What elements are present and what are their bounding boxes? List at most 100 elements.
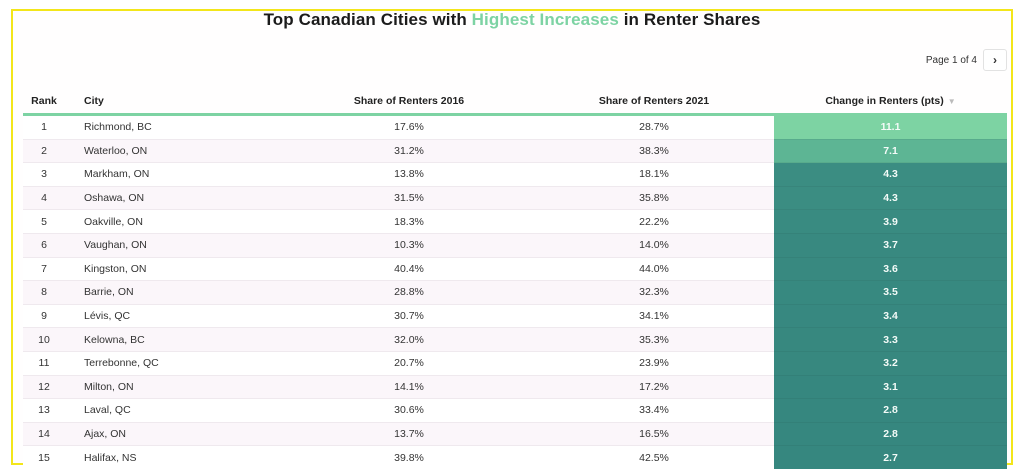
table-row: 6 Vaughan, ON 10.3% 14.0% 3.7	[23, 232, 1007, 258]
cell-city: Oshawa, ON	[65, 185, 284, 210]
table-row: 10 Kelowna, BC 32.0% 35.3% 3.3	[23, 327, 1007, 352]
cell-share-2016: 31.5%	[284, 185, 534, 210]
cell-rank: 9	[23, 303, 65, 328]
header-share-2016[interactable]: Share of Renters 2016	[284, 89, 534, 116]
table-row: 14 Ajax, ON 13.7% 16.5% 2.8	[23, 421, 1007, 446]
pagination: Page 1 of 4 ›	[926, 49, 1007, 71]
table-row: 12 Milton, ON 14.1% 17.2% 3.1	[23, 374, 1007, 399]
cell-rank: 4	[23, 185, 65, 210]
next-page-button[interactable]: ›	[983, 49, 1007, 71]
cell-rank: 10	[23, 327, 65, 352]
chevron-right-icon: ›	[993, 53, 997, 67]
cell-city: Terrebonne, QC	[65, 350, 284, 376]
cell-share-2021: 42.5%	[534, 445, 774, 469]
cell-change: 3.9	[774, 209, 1007, 234]
cell-share-2021: 35.3%	[534, 327, 774, 352]
table-row: 1 Richmond, BC 17.6% 28.7% 11.1	[23, 114, 1007, 140]
cell-change: 3.2	[774, 350, 1007, 376]
cell-rank: 2	[23, 138, 65, 163]
cell-share-2016: 32.0%	[284, 327, 534, 352]
table-body: 1 Richmond, BC 17.6% 28.7% 11.1 2 Waterloo, ON…	[23, 114, 1007, 469]
header-rank[interactable]: Rank	[23, 89, 65, 116]
cell-rank: 11	[23, 350, 65, 376]
header-change[interactable]: Change in Renters (pts) ▼	[774, 89, 1007, 116]
cell-share-2016: 13.8%	[284, 162, 534, 187]
cell-city: Richmond, BC	[65, 114, 284, 140]
cell-share-2016: 30.6%	[284, 398, 534, 423]
cell-share-2016: 14.1%	[284, 374, 534, 399]
header-row: Rank City Share of Renters 2016 Share of…	[23, 89, 1007, 116]
cell-change: 3.6	[774, 256, 1007, 281]
cell-change: 3.7	[774, 232, 1007, 258]
table-row: 13 Laval, QC 30.6% 33.4% 2.8	[23, 398, 1007, 423]
cell-rank: 1	[23, 114, 65, 140]
data-table: Rank City Share of Renters 2016 Share of…	[23, 89, 1007, 469]
table-row: 15 Halifax, NS 39.8% 42.5% 2.7	[23, 445, 1007, 469]
header-city[interactable]: City	[65, 89, 284, 116]
cell-rank: 8	[23, 280, 65, 305]
title-prefix: Top Canadian Cities with	[263, 10, 472, 29]
cell-city: Oakville, ON	[65, 209, 284, 234]
cell-city: Milton, ON	[65, 374, 284, 399]
cell-share-2021: 32.3%	[534, 280, 774, 305]
table-row: 3 Markham, ON 13.8% 18.1% 4.3	[23, 162, 1007, 187]
cell-rank: 3	[23, 162, 65, 187]
table-row: 4 Oshawa, ON 31.5% 35.8% 4.3	[23, 185, 1007, 210]
cell-change: 4.3	[774, 185, 1007, 210]
cell-rank: 5	[23, 209, 65, 234]
title-suffix: in Renter Shares	[618, 10, 761, 29]
table-row: 2 Waterloo, ON 31.2% 38.3% 7.1	[23, 138, 1007, 163]
header-share-2021[interactable]: Share of Renters 2021	[534, 89, 774, 116]
cell-change: 3.1	[774, 374, 1007, 399]
cell-share-2016: 13.7%	[284, 421, 534, 446]
cell-rank: 13	[23, 398, 65, 423]
header-change-label: Change in Renters (pts)	[825, 95, 944, 107]
title-highlight: Highest Increases	[471, 10, 619, 29]
cell-change: 3.4	[774, 303, 1007, 328]
cell-share-2016: 17.6%	[284, 114, 534, 140]
cell-city: Lévis, QC	[65, 303, 284, 328]
cell-rank: 12	[23, 374, 65, 399]
cell-change: 2.8	[774, 398, 1007, 423]
cell-share-2016: 18.3%	[284, 209, 534, 234]
cell-share-2016: 39.8%	[284, 445, 534, 469]
page-indicator: Page 1 of 4	[925, 54, 977, 66]
cell-share-2021: 33.4%	[534, 398, 774, 423]
cell-share-2021: 17.2%	[534, 374, 774, 399]
cell-share-2016: 31.2%	[284, 138, 534, 163]
table-row: 9 Lévis, QC 30.7% 34.1% 3.4	[23, 303, 1007, 328]
cell-share-2021: 16.5%	[534, 421, 774, 446]
cell-city: Kelowna, BC	[65, 327, 284, 352]
cell-city: Markham, ON	[65, 162, 284, 187]
table-row: 5 Oakville, ON 18.3% 22.2% 3.9	[23, 209, 1007, 234]
cell-share-2016: 10.3%	[284, 232, 534, 258]
cell-change: 3.3	[774, 327, 1007, 352]
cell-rank: 15	[23, 445, 65, 469]
cell-city: Laval, QC	[65, 398, 284, 423]
cell-share-2021: 35.8%	[534, 185, 774, 210]
cell-share-2021: 18.1%	[534, 162, 774, 187]
cell-rank: 6	[23, 232, 65, 258]
cell-change: 3.5	[774, 280, 1007, 305]
cell-rank: 7	[23, 256, 65, 281]
cell-share-2021: 22.2%	[534, 209, 774, 234]
cell-share-2016: 40.4%	[284, 256, 534, 281]
cell-city: Barrie, ON	[65, 280, 284, 305]
table-row: 11 Terrebonne, QC 20.7% 23.9% 3.2	[23, 350, 1007, 376]
cell-share-2021: 14.0%	[534, 232, 774, 258]
cell-change: 2.8	[774, 421, 1007, 446]
cell-share-2021: 38.3%	[534, 138, 774, 163]
cell-change: 2.7	[774, 445, 1007, 469]
cell-share-2021: 28.7%	[534, 114, 774, 140]
cell-city: Kingston, ON	[65, 256, 284, 281]
cell-change: 4.3	[774, 162, 1007, 187]
cell-city: Halifax, NS	[65, 445, 284, 469]
sort-desc-icon[interactable]: ▼	[947, 97, 956, 106]
cell-share-2021: 44.0%	[534, 256, 774, 281]
table-row: 7 Kingston, ON 40.4% 44.0% 3.6	[23, 256, 1007, 281]
cell-share-2021: 34.1%	[534, 303, 774, 328]
cell-city: Ajax, ON	[65, 421, 284, 446]
cell-share-2016: 30.7%	[284, 303, 534, 328]
cell-share-2021: 23.9%	[534, 350, 774, 376]
chart-title: Top Canadian Cities with Highest Increas…	[0, 10, 1024, 30]
